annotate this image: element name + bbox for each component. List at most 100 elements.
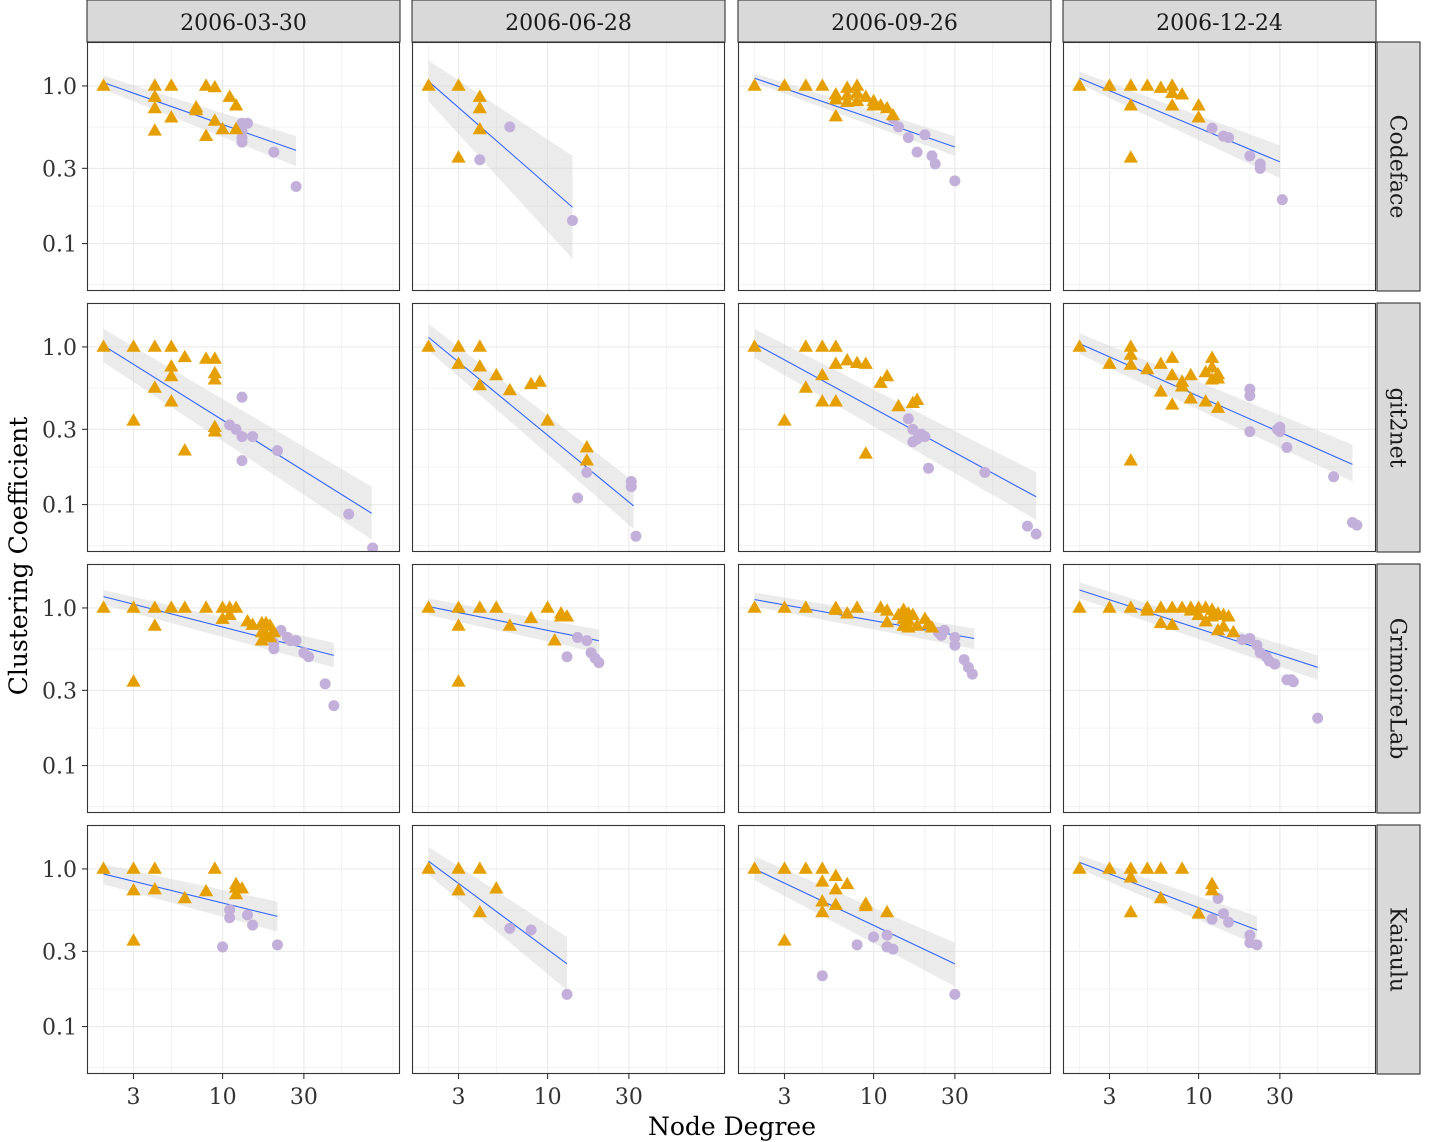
column-strip-label: 2006-09-26 <box>831 11 958 36</box>
column-strip-background <box>1062 0 1377 43</box>
data-point-triangle <box>228 600 244 613</box>
panel-border <box>737 563 1052 814</box>
data-point-triangle <box>579 453 594 466</box>
fit-line <box>1079 589 1318 668</box>
fit-line <box>1079 77 1281 163</box>
data-point-triangle <box>177 890 192 904</box>
data-point-triangle <box>502 382 517 396</box>
data-point-triangle <box>858 896 873 909</box>
data-point-triangle <box>798 380 813 393</box>
data-point-triangle <box>840 94 855 107</box>
data-point-triangle <box>489 367 504 381</box>
data-point-triangle <box>254 633 269 646</box>
data-point-triangle <box>1153 861 1168 874</box>
data-point-triangle <box>207 424 222 437</box>
data-point-triangle <box>815 874 830 887</box>
panel <box>411 824 726 1075</box>
data-point-triangle <box>164 368 179 382</box>
data-point-triangle <box>147 882 162 895</box>
data-point-triangle <box>164 110 179 123</box>
row-strip-label: Kaiaulu <box>1385 907 1410 992</box>
data-point-triangle <box>815 394 830 407</box>
x-tick-label: 10 <box>1185 1085 1213 1110</box>
fit-line <box>428 860 568 965</box>
data-point-triangle <box>828 602 843 615</box>
data-point-triangle <box>215 611 230 624</box>
data-point-triangle <box>126 600 141 613</box>
panel-background <box>412 564 725 813</box>
data-point-circle <box>236 455 248 467</box>
data-point-triangle <box>1153 615 1168 629</box>
data-point-circle <box>303 651 315 663</box>
column-strip-background <box>737 0 1052 43</box>
data-point-triangle <box>1165 397 1180 410</box>
panel-border <box>737 302 1052 553</box>
data-point-circle <box>919 129 931 141</box>
data-point-triangle <box>1123 453 1138 466</box>
x-axis-title: Node Degree <box>648 1112 816 1141</box>
data-point-triangle <box>798 600 813 613</box>
data-point-triangle <box>228 121 244 135</box>
panel-background <box>738 303 1051 552</box>
data-point-triangle <box>747 600 762 613</box>
row-strip-background <box>1376 563 1421 814</box>
data-point-triangle <box>164 339 179 352</box>
panel <box>1062 824 1377 1075</box>
data-point-triangle <box>924 620 940 633</box>
data-point-triangle <box>147 380 162 393</box>
x-tick-label: 30 <box>290 1085 318 1110</box>
data-point-circle <box>367 542 379 552</box>
data-point-triangle <box>815 894 830 907</box>
data-point-triangle <box>879 614 895 628</box>
data-point-triangle <box>849 355 865 368</box>
data-point-triangle <box>1165 78 1180 91</box>
row-strip-label: Codeface <box>1385 115 1410 219</box>
data-point-triangle <box>472 600 487 613</box>
data-point-circle <box>949 631 961 643</box>
fit-line <box>428 80 573 208</box>
panel-background <box>412 303 725 552</box>
column-strip-label: 2006-03-30 <box>180 11 307 36</box>
data-point-circle <box>561 651 573 663</box>
data-point-triangle <box>1102 78 1117 91</box>
y-tick-label: 1.0 <box>42 858 77 883</box>
data-point-triangle <box>421 861 436 874</box>
data-point-triangle <box>207 79 222 93</box>
data-point-triangle <box>828 868 843 882</box>
data-point-circle <box>1351 519 1363 531</box>
data-point-triangle <box>1153 384 1168 397</box>
panel-plot-area <box>87 303 400 552</box>
data-point-circle <box>561 988 573 1000</box>
row-strip: Kaiaulu <box>1376 824 1421 1075</box>
data-point-triangle <box>147 618 162 631</box>
data-point-circle <box>887 943 899 955</box>
x-tick-label: 10 <box>860 1085 888 1110</box>
data-point-triangle <box>489 600 504 613</box>
data-point-triangle <box>1123 600 1138 613</box>
panel-border <box>1062 302 1377 553</box>
data-point-circle <box>902 132 914 144</box>
data-point-triangle <box>777 413 792 426</box>
data-point-circle <box>328 700 340 712</box>
panel-background <box>87 42 400 291</box>
confidence-ribbon <box>754 592 975 649</box>
data-point-circle <box>1312 712 1324 724</box>
panel-plot-area <box>87 42 400 291</box>
y-tick-label: 0.3 <box>42 940 77 965</box>
confidence-ribbon <box>1079 71 1280 179</box>
data-point-circle <box>268 643 280 655</box>
data-point-triangle <box>840 353 855 366</box>
data-point-triangle <box>207 365 222 379</box>
data-point-circle <box>1269 658 1281 670</box>
data-point-circle <box>851 939 863 951</box>
data-point-circle <box>247 431 259 443</box>
data-point-circle <box>236 391 248 403</box>
data-point-triangle <box>815 861 830 874</box>
data-point-triangle <box>891 398 906 412</box>
data-point-triangle <box>879 904 895 918</box>
data-point-triangle <box>747 861 762 874</box>
column-strip-background <box>411 0 726 43</box>
data-point-triangle <box>858 356 873 369</box>
data-point-triangle <box>885 107 901 121</box>
column-strip: 2006-09-26 <box>737 0 1052 43</box>
